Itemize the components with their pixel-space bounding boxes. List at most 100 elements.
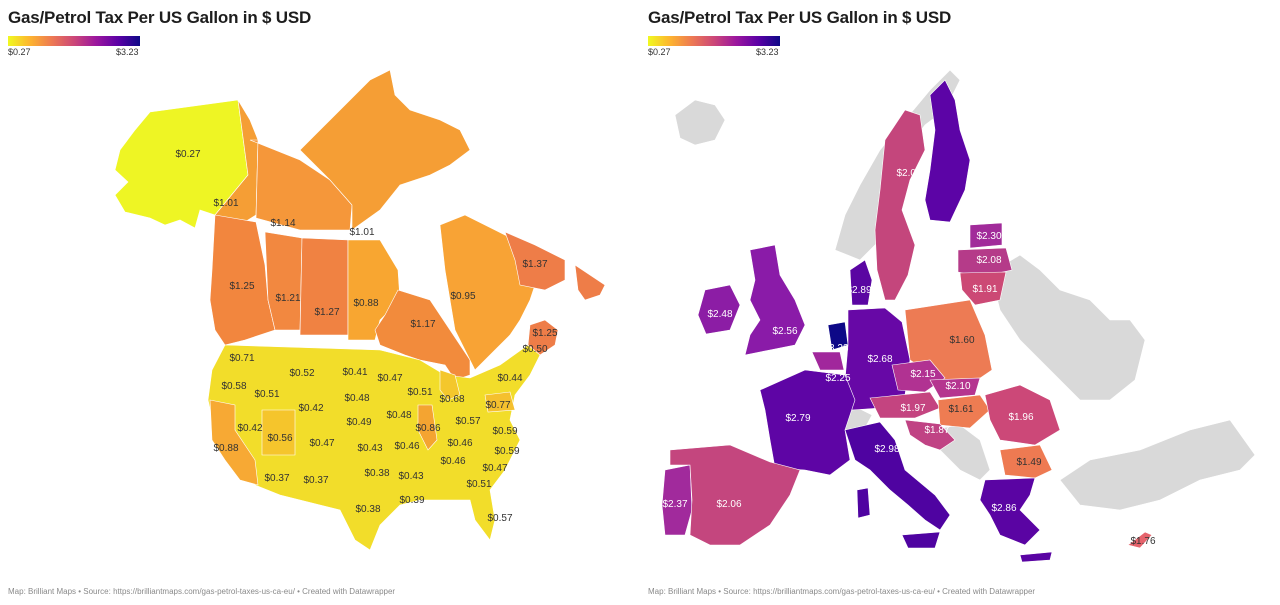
- label-texas: $0.38: [355, 504, 380, 515]
- region-newfoundland[interactable]: [574, 264, 606, 301]
- map-title: Gas/Petrol Tax Per US Gallon in $ USD: [648, 8, 952, 27]
- label-idaho: $0.51: [254, 389, 279, 400]
- region-iceland: [674, 99, 726, 146]
- label-utah: $0.56: [267, 433, 292, 444]
- label-manitoba: $0.88: [353, 298, 378, 309]
- label-louisiana-mississippi: $0.39: [399, 495, 424, 506]
- region-eastern-europe: [994, 254, 1146, 401]
- label-quebec: $0.95: [450, 291, 475, 302]
- region-romania[interactable]: [984, 384, 1061, 446]
- label-nova-scotia: $1.25: [532, 328, 557, 339]
- label-maine: $0.50: [522, 344, 547, 355]
- region-nwt[interactable]: [249, 139, 353, 231]
- label-indiana-ohio: $0.57: [455, 416, 480, 427]
- source-footer: Map: Brilliant Maps • Source: https://br…: [8, 587, 396, 596]
- region-michigan[interactable]: [439, 369, 461, 401]
- region-spain[interactable]: [669, 444, 801, 546]
- region-yukon[interactable]: [214, 99, 259, 226]
- label-minnesota: $0.47: [377, 373, 402, 384]
- region-belgium[interactable]: [811, 351, 845, 371]
- label-nunavut: $1.01: [349, 227, 374, 238]
- label-washington: $0.71: [229, 353, 254, 364]
- label-virginia: $0.59: [492, 426, 517, 437]
- region-france[interactable]: [759, 369, 856, 476]
- label-wisconsin: $0.51: [407, 387, 432, 398]
- region-uk[interactable]: [744, 244, 806, 356]
- region-greece[interactable]: [979, 477, 1041, 546]
- label-uk: $2.56: [772, 326, 797, 337]
- label-wyoming: $0.42: [298, 403, 323, 414]
- region-bc[interactable]: [209, 214, 276, 346]
- label-tennessee: $0.46: [440, 456, 465, 467]
- label-latvia: $2.08: [976, 255, 1001, 266]
- label-kentucky: $0.46: [447, 438, 472, 449]
- region-austria[interactable]: [869, 391, 941, 419]
- region-alberta[interactable]: [264, 231, 303, 331]
- label-north-carolina: $0.59: [494, 446, 519, 457]
- region-slovenia-croatia[interactable]: [904, 419, 956, 451]
- region-turkey: [1059, 419, 1256, 511]
- label-michigan: $0.68: [439, 394, 464, 405]
- region-nunavut[interactable]: [299, 69, 471, 231]
- region-sardinia[interactable]: [856, 487, 871, 519]
- label-lithuania: $1.91: [972, 284, 997, 295]
- label-bulgaria: $1.49: [1016, 457, 1041, 468]
- region-denmark[interactable]: [849, 259, 873, 306]
- region-labrador[interactable]: [504, 231, 566, 291]
- label-montana: $0.52: [289, 368, 314, 379]
- label-bc: $1.25: [229, 281, 254, 292]
- region-ireland[interactable]: [697, 284, 741, 335]
- region-bulgaria[interactable]: [999, 444, 1053, 479]
- label-netherlands: $3.23: [823, 343, 848, 354]
- label-florida: $0.57: [487, 513, 512, 524]
- region-california[interactable]: [209, 399, 259, 486]
- legend-min-label: $0.27: [648, 47, 671, 57]
- label-arizona: $0.37: [264, 473, 289, 484]
- region-sicily[interactable]: [901, 531, 941, 549]
- label-poland: $1.60: [949, 335, 974, 346]
- region-sweden[interactable]: [874, 109, 926, 301]
- region-hungary[interactable]: [937, 394, 991, 429]
- label-france: $2.79: [785, 413, 810, 424]
- region-utah[interactable]: [261, 409, 296, 456]
- region-italy[interactable]: [844, 421, 951, 531]
- label-missouri: $0.46: [394, 441, 419, 452]
- legend-max-label: $3.23: [116, 47, 139, 57]
- label-iowa: $0.48: [386, 410, 411, 421]
- label-czechia: $2.15: [910, 369, 935, 380]
- label-finland: $2.80: [968, 167, 993, 178]
- region-finland[interactable]: [924, 79, 971, 223]
- europe-panel: $2.02 $2.80 $2.30 $2.08 $1.91 $2.89 $2.4…: [640, 0, 1280, 605]
- label-illinois: $0.86: [415, 423, 440, 434]
- region-cyprus[interactable]: [1127, 531, 1153, 549]
- label-nwt: $1.14: [270, 218, 295, 229]
- color-legend-bar: [648, 36, 780, 46]
- label-pennsylvania: $0.77: [485, 400, 510, 411]
- region-illinois[interactable]: [417, 404, 438, 451]
- region-pennsylvania[interactable]: [484, 391, 516, 413]
- label-denmark: $2.89: [846, 285, 871, 296]
- label-south-carolina: $0.47: [482, 463, 507, 474]
- label-austria: $1.97: [900, 403, 925, 414]
- source-footer: Map: Brilliant Maps • Source: https://br…: [648, 587, 1036, 596]
- label-california: $0.88: [213, 443, 238, 454]
- region-slovakia[interactable]: [929, 377, 981, 399]
- region-crete[interactable]: [1019, 551, 1053, 563]
- region-saskatchewan[interactable]: [299, 237, 349, 336]
- region-lithuania[interactable]: [959, 271, 1007, 306]
- label-saskatchewan: $1.27: [314, 307, 339, 318]
- label-colorado: $0.47: [309, 438, 334, 449]
- region-estonia[interactable]: [969, 222, 1003, 249]
- label-new-mexico: $0.37: [303, 475, 328, 486]
- label-italy: $2.98: [874, 444, 899, 455]
- label-newfoundland-labrador: $1.37: [522, 259, 547, 270]
- label-ontario: $1.17: [410, 319, 435, 330]
- region-ontario[interactable]: [374, 289, 471, 381]
- label-georgia: $0.51: [466, 479, 491, 490]
- label-oregon: $0.58: [221, 381, 246, 392]
- label-belgium: $2.25: [825, 373, 850, 384]
- label-greece: $2.86: [991, 503, 1016, 514]
- label-nebraska: $0.49: [346, 417, 371, 428]
- label-yukon: $1.01: [213, 198, 238, 209]
- north-america-map: $0.27 $1.01 $1.14 $1.01 $1.25 $1.21 $1.2…: [114, 69, 606, 551]
